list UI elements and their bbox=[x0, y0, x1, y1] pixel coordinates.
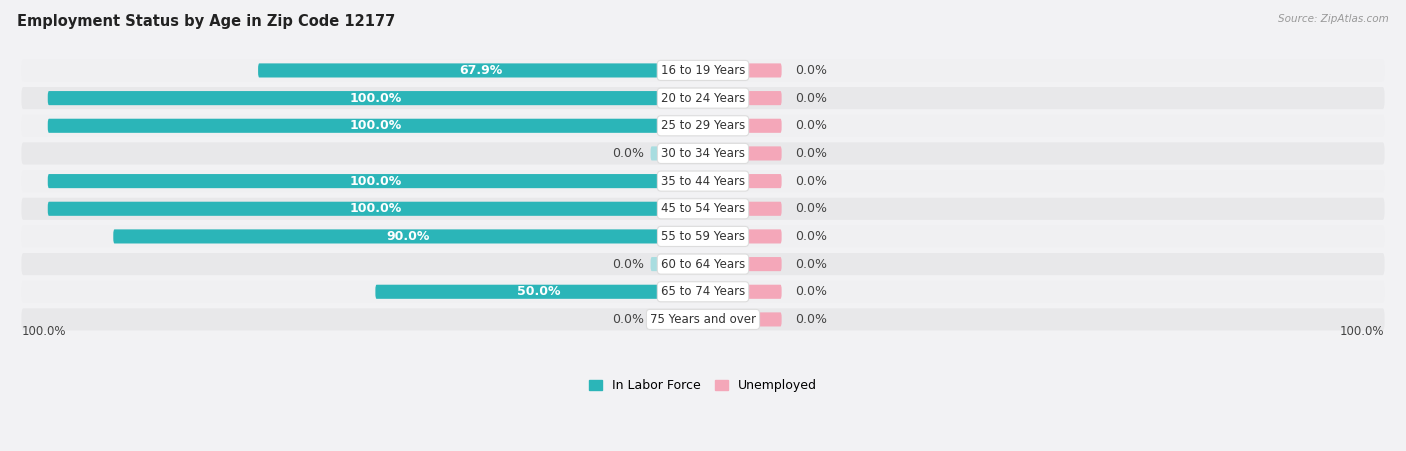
FancyBboxPatch shape bbox=[21, 115, 1385, 137]
FancyBboxPatch shape bbox=[21, 87, 1385, 109]
Text: 0.0%: 0.0% bbox=[794, 119, 827, 132]
FancyBboxPatch shape bbox=[703, 147, 782, 161]
Text: 100.0%: 100.0% bbox=[349, 92, 402, 105]
Text: 100.0%: 100.0% bbox=[349, 119, 402, 132]
FancyBboxPatch shape bbox=[48, 174, 703, 188]
FancyBboxPatch shape bbox=[21, 143, 1385, 165]
Text: 35 to 44 Years: 35 to 44 Years bbox=[661, 175, 745, 188]
Text: 20 to 24 Years: 20 to 24 Years bbox=[661, 92, 745, 105]
FancyBboxPatch shape bbox=[21, 170, 1385, 192]
FancyBboxPatch shape bbox=[21, 308, 1385, 331]
FancyBboxPatch shape bbox=[259, 64, 703, 78]
Text: 60 to 64 Years: 60 to 64 Years bbox=[661, 258, 745, 271]
Text: 0.0%: 0.0% bbox=[612, 258, 644, 271]
FancyBboxPatch shape bbox=[21, 226, 1385, 248]
Legend: In Labor Force, Unemployed: In Labor Force, Unemployed bbox=[585, 375, 821, 396]
Text: 90.0%: 90.0% bbox=[387, 230, 430, 243]
Text: 25 to 29 Years: 25 to 29 Years bbox=[661, 119, 745, 132]
Text: 0.0%: 0.0% bbox=[794, 64, 827, 77]
FancyBboxPatch shape bbox=[703, 313, 782, 327]
Text: 55 to 59 Years: 55 to 59 Years bbox=[661, 230, 745, 243]
Text: 0.0%: 0.0% bbox=[794, 92, 827, 105]
Text: 65 to 74 Years: 65 to 74 Years bbox=[661, 285, 745, 298]
FancyBboxPatch shape bbox=[114, 230, 703, 244]
FancyBboxPatch shape bbox=[703, 91, 782, 105]
Text: 0.0%: 0.0% bbox=[794, 202, 827, 215]
Text: 100.0%: 100.0% bbox=[1340, 325, 1385, 338]
FancyBboxPatch shape bbox=[21, 281, 1385, 303]
Text: Source: ZipAtlas.com: Source: ZipAtlas.com bbox=[1278, 14, 1389, 23]
FancyBboxPatch shape bbox=[703, 174, 782, 188]
Text: 0.0%: 0.0% bbox=[794, 258, 827, 271]
FancyBboxPatch shape bbox=[703, 119, 782, 133]
FancyBboxPatch shape bbox=[48, 91, 703, 105]
Text: 0.0%: 0.0% bbox=[794, 313, 827, 326]
Text: 0.0%: 0.0% bbox=[612, 313, 644, 326]
FancyBboxPatch shape bbox=[703, 230, 782, 244]
FancyBboxPatch shape bbox=[21, 253, 1385, 275]
FancyBboxPatch shape bbox=[703, 257, 782, 271]
Text: 0.0%: 0.0% bbox=[794, 175, 827, 188]
Text: 50.0%: 50.0% bbox=[517, 285, 561, 298]
FancyBboxPatch shape bbox=[703, 202, 782, 216]
FancyBboxPatch shape bbox=[48, 202, 703, 216]
FancyBboxPatch shape bbox=[651, 313, 703, 327]
FancyBboxPatch shape bbox=[651, 257, 703, 271]
FancyBboxPatch shape bbox=[21, 60, 1385, 82]
FancyBboxPatch shape bbox=[21, 198, 1385, 220]
Text: 45 to 54 Years: 45 to 54 Years bbox=[661, 202, 745, 215]
Text: 100.0%: 100.0% bbox=[349, 175, 402, 188]
Text: 75 Years and over: 75 Years and over bbox=[650, 313, 756, 326]
Text: 100.0%: 100.0% bbox=[21, 325, 66, 338]
Text: 16 to 19 Years: 16 to 19 Years bbox=[661, 64, 745, 77]
FancyBboxPatch shape bbox=[48, 119, 703, 133]
Text: 67.9%: 67.9% bbox=[458, 64, 502, 77]
FancyBboxPatch shape bbox=[651, 147, 703, 161]
Text: 0.0%: 0.0% bbox=[794, 230, 827, 243]
FancyBboxPatch shape bbox=[703, 285, 782, 299]
Text: 0.0%: 0.0% bbox=[794, 147, 827, 160]
Text: 0.0%: 0.0% bbox=[612, 147, 644, 160]
FancyBboxPatch shape bbox=[375, 285, 703, 299]
Text: 100.0%: 100.0% bbox=[349, 202, 402, 215]
FancyBboxPatch shape bbox=[703, 64, 782, 78]
Text: Employment Status by Age in Zip Code 12177: Employment Status by Age in Zip Code 121… bbox=[17, 14, 395, 28]
Text: 0.0%: 0.0% bbox=[794, 285, 827, 298]
Text: 30 to 34 Years: 30 to 34 Years bbox=[661, 147, 745, 160]
